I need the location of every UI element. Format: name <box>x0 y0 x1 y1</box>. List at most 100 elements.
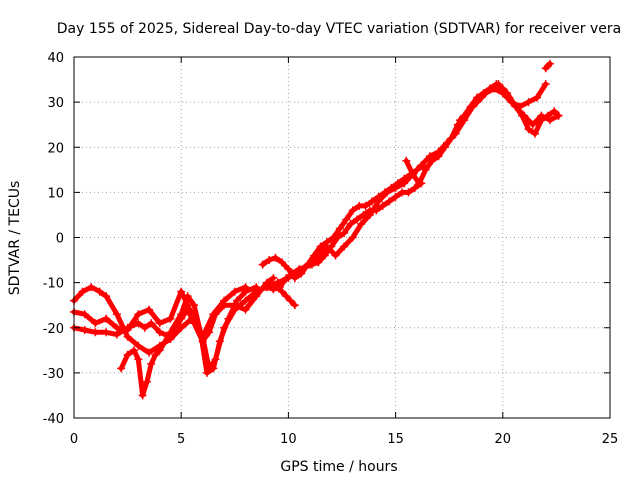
data-point <box>421 165 430 174</box>
data-point <box>177 323 186 332</box>
data-point <box>391 183 400 192</box>
data-point <box>91 328 100 337</box>
data-point <box>545 116 554 125</box>
data-point <box>528 120 537 129</box>
data-point <box>322 242 331 251</box>
data-point <box>147 319 156 328</box>
data-point <box>374 197 383 206</box>
data-point <box>428 156 437 165</box>
data-point <box>215 337 224 346</box>
data-point <box>492 80 501 89</box>
data-point <box>112 330 121 339</box>
data-point <box>87 283 96 292</box>
data-point <box>78 287 87 296</box>
data-point <box>305 260 314 269</box>
data-point <box>282 274 291 283</box>
data-point <box>290 274 299 283</box>
data-point <box>385 197 394 206</box>
data-point <box>147 359 156 368</box>
y-tick-label: -10 <box>43 277 64 292</box>
data-point <box>314 258 323 267</box>
data-point <box>271 253 280 262</box>
data-point <box>554 111 563 120</box>
x-tick-label: 15 <box>387 432 404 447</box>
data-point <box>473 98 482 107</box>
data-point <box>455 116 464 125</box>
data-point <box>357 219 366 228</box>
data-point <box>145 305 154 314</box>
data-point <box>404 188 413 197</box>
data-point <box>543 111 552 120</box>
data-point <box>123 332 132 341</box>
data-point <box>277 287 286 296</box>
data-point <box>134 355 143 364</box>
data-point <box>365 210 374 219</box>
data-point <box>155 319 164 328</box>
data-points <box>70 59 563 400</box>
data-point <box>550 107 559 116</box>
data-point <box>329 233 338 242</box>
y-tick-label: -30 <box>43 367 64 382</box>
x-axis-label: GPS time / hours <box>280 459 397 475</box>
data-point <box>537 116 546 125</box>
data-point <box>241 287 250 296</box>
y-tick-label: -40 <box>43 412 64 427</box>
data-point <box>241 296 250 305</box>
y-tick-label: 10 <box>47 186 64 201</box>
data-point <box>340 242 349 251</box>
data-point <box>252 283 261 292</box>
data-point <box>277 258 286 267</box>
data-point <box>117 364 126 373</box>
data-point <box>142 377 151 386</box>
data-point <box>286 296 295 305</box>
data-point <box>440 143 449 152</box>
data-point <box>177 287 186 296</box>
data-point <box>220 301 229 310</box>
data-point <box>230 287 239 296</box>
data-point <box>533 93 542 102</box>
data-point <box>140 323 149 332</box>
data-point <box>490 84 499 93</box>
data-point <box>417 161 426 170</box>
data-point <box>123 350 132 359</box>
data-point <box>205 328 214 337</box>
data-point <box>314 251 323 260</box>
data-point <box>273 283 282 292</box>
data-point <box>284 265 293 274</box>
data-point <box>241 305 250 314</box>
data-point <box>507 98 516 107</box>
data-point <box>151 350 160 359</box>
data-point <box>353 215 362 224</box>
data-point <box>80 310 89 319</box>
data-point <box>202 368 211 377</box>
data-point <box>498 89 507 98</box>
data-point <box>297 269 306 278</box>
data-point <box>102 314 111 323</box>
data-point <box>402 156 411 165</box>
y-tick-label: 30 <box>47 96 64 111</box>
data-point <box>95 287 104 296</box>
data-point <box>134 341 143 350</box>
y-tick-label: 0 <box>56 232 64 247</box>
axis-ticks: 0 5 10 15 20 25 -40 -30 -20 -10 0 10 20 30 40 <box>43 51 619 447</box>
data-point <box>335 224 344 233</box>
data-point <box>265 256 274 265</box>
data-point <box>80 326 89 335</box>
data-point <box>102 292 111 301</box>
data-point <box>112 323 121 332</box>
data-point <box>232 296 241 305</box>
y-tick-label: 40 <box>47 51 64 66</box>
data-point <box>331 251 340 260</box>
data-point <box>524 98 533 107</box>
data-point <box>545 59 554 68</box>
y-tick-label: -20 <box>43 322 64 337</box>
data-point <box>524 125 533 134</box>
x-tick-label: 0 <box>70 432 78 447</box>
data-point <box>391 192 400 201</box>
data-point <box>348 206 357 215</box>
data-point <box>130 346 139 355</box>
data-point <box>515 102 524 111</box>
data-point <box>112 310 121 319</box>
y-tick-label: 20 <box>47 141 64 156</box>
